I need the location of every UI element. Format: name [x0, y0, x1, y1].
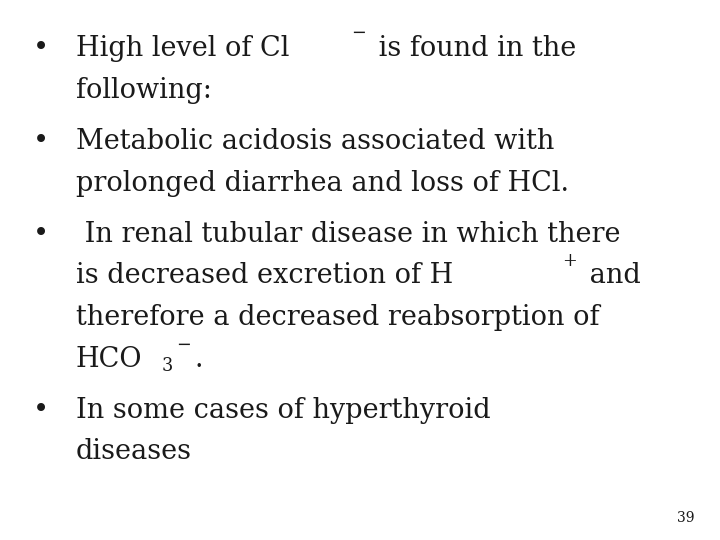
Text: −: −	[351, 24, 366, 42]
Text: High level of Cl: High level of Cl	[76, 35, 289, 62]
Text: 39: 39	[678, 511, 695, 525]
Text: 3: 3	[161, 357, 173, 375]
Text: In renal tubular disease in which there: In renal tubular disease in which there	[76, 221, 620, 248]
Text: •: •	[32, 35, 48, 62]
Text: In some cases of hyperthyroid: In some cases of hyperthyroid	[76, 397, 490, 424]
Text: following:: following:	[76, 77, 212, 104]
Text: HCO: HCO	[76, 346, 142, 373]
Text: −: −	[176, 336, 191, 354]
Text: is decreased excretion of H: is decreased excretion of H	[76, 262, 453, 289]
Text: .: .	[195, 346, 204, 373]
Text: diseases: diseases	[76, 438, 192, 465]
Text: Metabolic acidosis associated with: Metabolic acidosis associated with	[76, 128, 554, 155]
Text: •: •	[32, 221, 48, 248]
Text: prolonged diarrhea and loss of HCl.: prolonged diarrhea and loss of HCl.	[76, 170, 569, 197]
Text: •: •	[32, 397, 48, 424]
Text: is found in the: is found in the	[370, 35, 576, 62]
Text: +: +	[562, 252, 577, 269]
Text: •: •	[32, 128, 48, 155]
Text: and: and	[582, 262, 641, 289]
Text: therefore a decreased reabsorption of: therefore a decreased reabsorption of	[76, 304, 599, 331]
